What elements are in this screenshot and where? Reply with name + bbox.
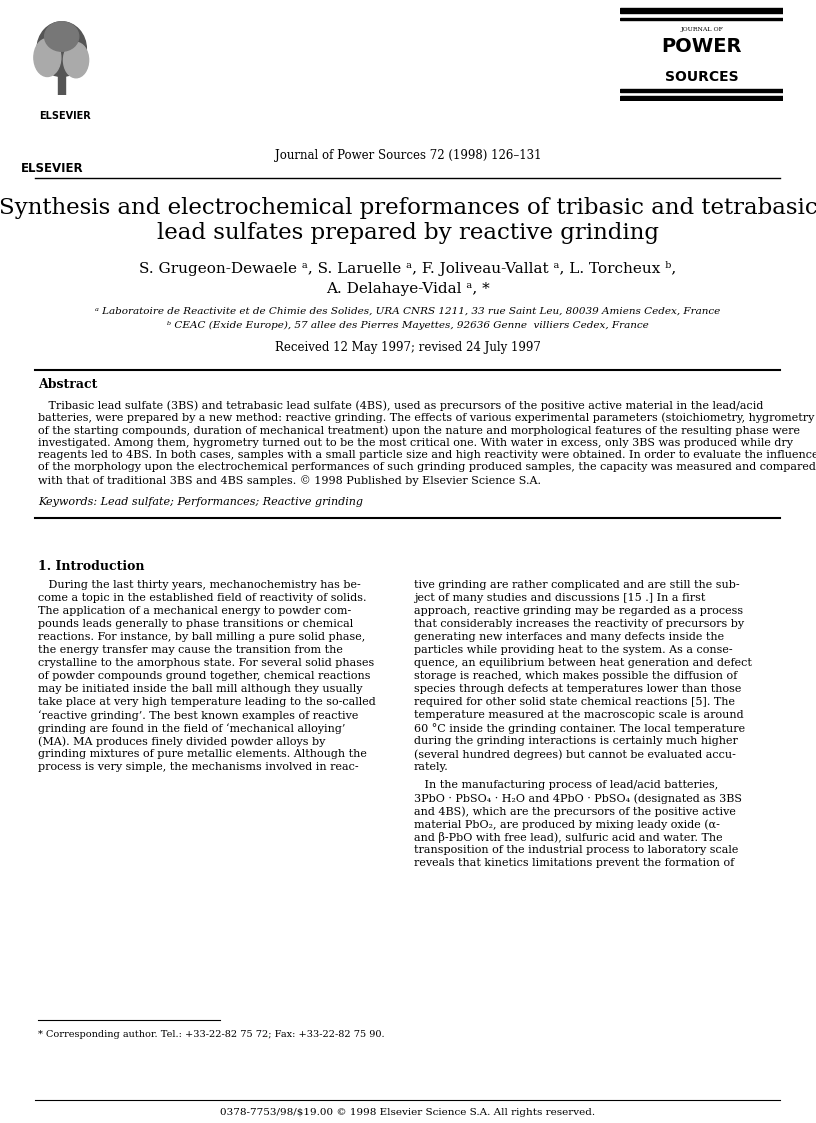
Text: approach, reactive grinding may be regarded as a process: approach, reactive grinding may be regar… — [414, 606, 743, 617]
Bar — [58, 74, 65, 95]
Text: of powder compounds ground together, chemical reactions: of powder compounds ground together, che… — [38, 672, 370, 681]
Text: with that of traditional 3BS and 4BS samples. © 1998 Published by Elsevier Scien: with that of traditional 3BS and 4BS sam… — [38, 475, 541, 486]
Text: ᵇ CEAC (Exide Europe), 57 allee des Pierres Mayettes, 92636 Genne  villiers Cede: ᵇ CEAC (Exide Europe), 57 allee des Pier… — [167, 320, 649, 329]
Text: required for other solid state chemical reactions [5]. The: required for other solid state chemical … — [414, 697, 735, 707]
Ellipse shape — [64, 43, 89, 77]
Text: and β-PbO with free lead), sulfuric acid and water. The: and β-PbO with free lead), sulfuric acid… — [414, 832, 723, 843]
Text: come a topic in the established field of reactivity of solids.: come a topic in the established field of… — [38, 593, 366, 603]
Bar — [620, 18, 783, 20]
Text: grinding are found in the field of ‘mechanical alloying’: grinding are found in the field of ‘mech… — [38, 723, 345, 733]
Bar — [620, 89, 783, 92]
Text: S. Grugeon-Dewaele ᵃ, S. Laruelle ᵃ, F. Joliveau-Vallat ᵃ, L. Torcheux ᵇ,: S. Grugeon-Dewaele ᵃ, S. Laruelle ᵃ, F. … — [140, 261, 676, 275]
Text: the energy transfer may cause the transition from the: the energy transfer may cause the transi… — [38, 645, 343, 655]
Text: * Corresponding author. Tel.: +33-22-82 75 72; Fax: +33-22-82 75 90.: * Corresponding author. Tel.: +33-22-82 … — [38, 1030, 384, 1039]
Text: ‘reactive grinding’. The best known examples of reactive: ‘reactive grinding’. The best known exam… — [38, 710, 358, 721]
Text: reveals that kinetics limitations prevent the formation of: reveals that kinetics limitations preven… — [414, 858, 734, 868]
Text: SOURCES: SOURCES — [665, 70, 738, 83]
Text: A. Delahaye-Vidal ᵃ, *: A. Delahaye-Vidal ᵃ, * — [326, 282, 490, 296]
Text: Synthesis and electrochemical preformances of tribasic and tetrabasic: Synthesis and electrochemical preformanc… — [0, 197, 816, 219]
Text: and 4BS), which are the precursors of the positive active: and 4BS), which are the precursors of th… — [414, 806, 736, 816]
Text: may be initiated inside the ball mill although they usually: may be initiated inside the ball mill al… — [38, 684, 362, 694]
Text: generating new interfaces and many defects inside the: generating new interfaces and many defec… — [414, 632, 724, 642]
Text: ject of many studies and discussions [15 .] In a first: ject of many studies and discussions [15… — [414, 593, 705, 603]
Text: during the grinding interactions is certainly much higher: during the grinding interactions is cert… — [414, 736, 738, 746]
Text: quence, an equilibrium between heat generation and defect: quence, an equilibrium between heat gene… — [414, 658, 752, 668]
Text: tive grinding are rather complicated and are still the sub-: tive grinding are rather complicated and… — [414, 579, 739, 590]
Text: ELSEVIER: ELSEVIER — [39, 110, 91, 120]
Text: Tribasic lead sulfate (3BS) and tetrabasic lead sulfate (4BS), used as precursor: Tribasic lead sulfate (3BS) and tetrabas… — [38, 400, 764, 411]
Text: particles while providing heat to the system. As a conse-: particles while providing heat to the sy… — [414, 645, 733, 655]
Text: 0378-7753/98/$19.00 © 1998 Elsevier Science S.A. All rights reserved.: 0378-7753/98/$19.00 © 1998 Elsevier Scie… — [220, 1108, 596, 1117]
Text: storage is reached, which makes possible the diffusion of: storage is reached, which makes possible… — [414, 672, 737, 681]
Text: investigated. Among them, hygrometry turned out to be the most critical one. Wit: investigated. Among them, hygrometry tur… — [38, 438, 793, 447]
Text: process is very simple, the mechanisms involved in reac-: process is very simple, the mechanisms i… — [38, 763, 358, 772]
Text: transposition of the industrial process to laboratory scale: transposition of the industrial process … — [414, 844, 738, 855]
Text: Abstract: Abstract — [38, 378, 97, 392]
Text: grinding mixtures of pure metallic elements. Although the: grinding mixtures of pure metallic eleme… — [38, 749, 367, 759]
Text: take place at very high temperature leading to the so-called: take place at very high temperature lead… — [38, 697, 375, 707]
Text: of the starting compounds, duration of mechanical treatment) upon the nature and: of the starting compounds, duration of m… — [38, 424, 800, 436]
Text: rately.: rately. — [414, 763, 449, 772]
Text: species through defects at temperatures lower than those: species through defects at temperatures … — [414, 684, 742, 694]
Ellipse shape — [37, 21, 86, 76]
Text: of the morphology upon the electrochemical performances of such grinding produce: of the morphology upon the electrochemic… — [38, 463, 816, 473]
Ellipse shape — [45, 21, 79, 52]
Text: pounds leads generally to phase transitions or chemical: pounds leads generally to phase transiti… — [38, 619, 353, 629]
Text: During the last thirty years, mechanochemistry has be-: During the last thirty years, mechanoche… — [38, 579, 361, 590]
Text: crystalline to the amorphous state. For several solid phases: crystalline to the amorphous state. For … — [38, 658, 375, 668]
Text: POWER: POWER — [662, 37, 742, 56]
Text: JOURNAL OF: JOURNAL OF — [681, 27, 723, 31]
Text: Received 12 May 1997; revised 24 July 1997: Received 12 May 1997; revised 24 July 19… — [275, 341, 541, 355]
Text: Keywords: Lead sulfate; Performances; Reactive grinding: Keywords: Lead sulfate; Performances; Re… — [38, 497, 363, 506]
Text: batteries, were prepared by a new method: reactive grinding. The effects of vari: batteries, were prepared by a new method… — [38, 412, 814, 423]
Text: 1. Introduction: 1. Introduction — [38, 560, 144, 573]
Text: ELSEVIER: ELSEVIER — [20, 162, 83, 174]
Bar — [620, 97, 783, 101]
Text: 3PbO · PbSO₄ · H₂O and 4PbO · PbSO₄ (designated as 3BS: 3PbO · PbSO₄ · H₂O and 4PbO · PbSO₄ (des… — [414, 793, 742, 804]
Text: lead sulfates prepared by reactive grinding: lead sulfates prepared by reactive grind… — [157, 222, 659, 244]
Text: The application of a mechanical energy to powder com-: The application of a mechanical energy t… — [38, 606, 351, 617]
Text: reagents led to 4BS. In both cases, samples with a small particle size and high : reagents led to 4BS. In both cases, samp… — [38, 450, 816, 460]
Text: In the manufacturing process of lead/acid batteries,: In the manufacturing process of lead/aci… — [414, 780, 718, 789]
Text: 60 °C inside the grinding container. The local temperature: 60 °C inside the grinding container. The… — [414, 723, 745, 733]
Text: temperature measured at the macroscopic scale is around: temperature measured at the macroscopic … — [414, 710, 743, 720]
Text: reactions. For instance, by ball milling a pure solid phase,: reactions. For instance, by ball milling… — [38, 632, 366, 642]
Ellipse shape — [34, 38, 60, 76]
Bar — [620, 9, 783, 13]
Text: that considerably increases the reactivity of precursors by: that considerably increases the reactivi… — [414, 619, 744, 629]
Text: (MA). MA produces finely divided powder alloys by: (MA). MA produces finely divided powder … — [38, 736, 326, 747]
Text: (several hundred degrees) but cannot be evaluated accu-: (several hundred degrees) but cannot be … — [414, 749, 736, 759]
Text: ᵃ Laboratoire de Reactivite et de Chimie des Solides, URA CNRS 1211, 33 rue Sain: ᵃ Laboratoire de Reactivite et de Chimie… — [95, 307, 721, 316]
Text: material PbO₂, are produced by mixing leady oxide (α-: material PbO₂, are produced by mixing le… — [414, 819, 720, 830]
Text: Journal of Power Sources 72 (1998) 126–131: Journal of Power Sources 72 (1998) 126–1… — [275, 148, 541, 162]
